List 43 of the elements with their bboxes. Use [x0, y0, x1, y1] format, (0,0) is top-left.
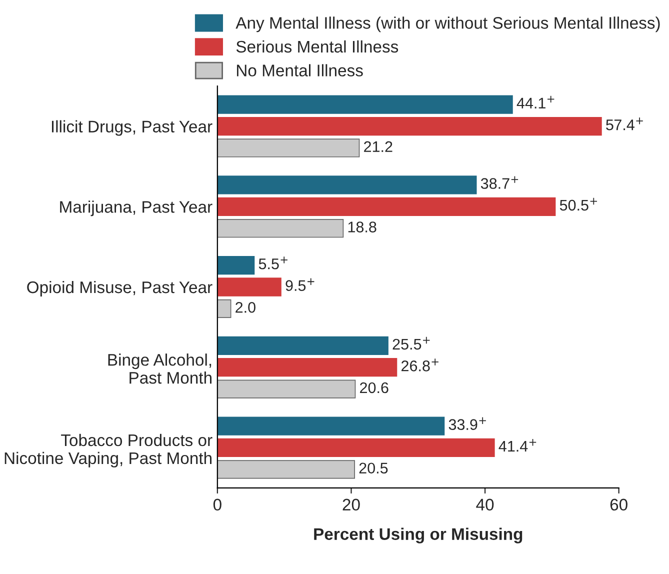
data-label: 26.8$^{+}$: [402, 358, 438, 372]
bar: [217, 176, 477, 194]
bar: [217, 219, 344, 238]
x-tick-label: 40: [476, 498, 494, 511]
x-axis-title: Percent Using or Misusing: [314, 528, 522, 544]
bar: [217, 336, 388, 355]
data-label: 21.2: [364, 141, 392, 152]
data-label: 44.1$^{+}$: [516, 96, 554, 108]
data-label: 2.0: [236, 302, 256, 313]
legend-label: Any Mental Illness (with or without Serious Mental Illness): [236, 16, 660, 32]
y-tick-label: Illicit Drugs, Past Year: [52, 120, 212, 136]
data-label: 9.5$^{+}$: [286, 278, 314, 291]
bar: [217, 197, 556, 216]
y-tick-label: Binge Alcohol, Past Month: [108, 354, 212, 384]
bar: [217, 460, 355, 479]
x-tick-label: 60: [610, 498, 628, 511]
x-tick-label: 20: [342, 498, 360, 511]
bar: [217, 278, 282, 296]
y-tick-label: Tobacco Products or Nicotine Vaping, Past Month: [4, 434, 212, 468]
legend-label: No Mental Illness: [236, 64, 363, 76]
data-label: 38.7$^{+}$: [480, 176, 518, 189]
y-tick-label: Marijuana, Past Year: [60, 200, 212, 216]
legend-label: Serious Mental Illness: [236, 40, 398, 53]
bar: [217, 95, 513, 114]
data-label: 20.5: [359, 462, 388, 474]
data-label: 41.4$^{+}$: [498, 438, 536, 452]
y-tick-label: Opioid Misuse, Past Year: [27, 280, 212, 296]
bar: [217, 138, 360, 158]
bar: [217, 116, 602, 136]
data-label: 25.5$^{+}$: [392, 336, 430, 350]
bar: [217, 358, 398, 377]
data-label: 18.8: [348, 222, 376, 232]
bar: [217, 416, 445, 436]
data-label: 20.6: [360, 382, 388, 394]
bar: [217, 299, 232, 318]
bar: [217, 380, 356, 398]
data-label: 50.5$^{+}$: [560, 198, 597, 211]
x-tick-label: 0: [213, 498, 222, 511]
data-label: 33.9$^{+}$: [448, 417, 486, 430]
bar: [217, 438, 495, 458]
data-label: 5.5$^{+}$: [258, 256, 288, 270]
data-label: 57.4$^{+}$: [606, 118, 643, 130]
bar: [217, 256, 255, 275]
